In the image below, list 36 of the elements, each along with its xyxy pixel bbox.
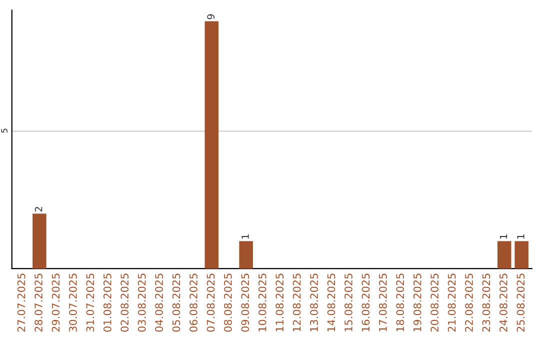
x-tick-label: 09.08.2025 [241,274,250,332]
x-tick-label: 07.08.2025 [206,274,215,332]
x-tick-label: 30.07.2025 [69,274,77,332]
x-tick-label: 04.08.2025 [155,274,163,332]
x-tick-label: 03.08.2025 [138,274,146,332]
x-tick-label: 24.08.2025 [499,274,508,332]
x-tick-label: 31.07.2025 [86,274,94,332]
x-tick-label: 12.08.2025 [292,274,301,332]
x-tick-label: 02.08.2025 [120,274,129,332]
x-tick-label: 16.08.2025 [362,274,370,332]
x-tick-label: 01.08.2025 [103,274,112,332]
x-tick-label: 20.08.2025 [430,274,438,332]
data-label: 9 [207,14,214,20]
x-tick-label: 28.07.2025 [34,274,42,332]
x-tick-label: 19.08.2025 [413,274,422,332]
x-tick-label: 27.07.2025 [17,274,26,332]
x-tick-label: 15.08.2025 [344,274,352,332]
data-label: 1 [500,234,508,239]
x-tick-label: 14.08.2025 [327,274,336,332]
x-tick-label: 21.08.2025 [448,274,456,332]
x-tick-label: 29.07.2025 [52,274,60,332]
x-tick-label: 06.08.2025 [190,274,198,332]
x-tick-label: 18.08.2025 [396,274,404,332]
x-tick-label: 25.08.2025 [516,274,525,332]
data-label: 1 [242,234,249,239]
x-tick-label: 10.08.2025 [258,274,266,332]
x-tick-label: 23.08.2025 [482,274,490,332]
x-tick-label: 11.08.2025 [276,274,284,332]
x-tick-label: 08.08.2025 [224,274,232,332]
x-tick-label: 13.08.2025 [310,274,318,332]
y-tick-label: 5 [1,128,8,133]
data-label: 2 [34,207,42,212]
data-label: 1 [517,234,524,239]
x-tick-label: 22.08.2025 [465,274,473,332]
x-tick-label: 17.08.2025 [378,274,387,332]
x-tick-label: 05.08.2025 [172,274,180,332]
